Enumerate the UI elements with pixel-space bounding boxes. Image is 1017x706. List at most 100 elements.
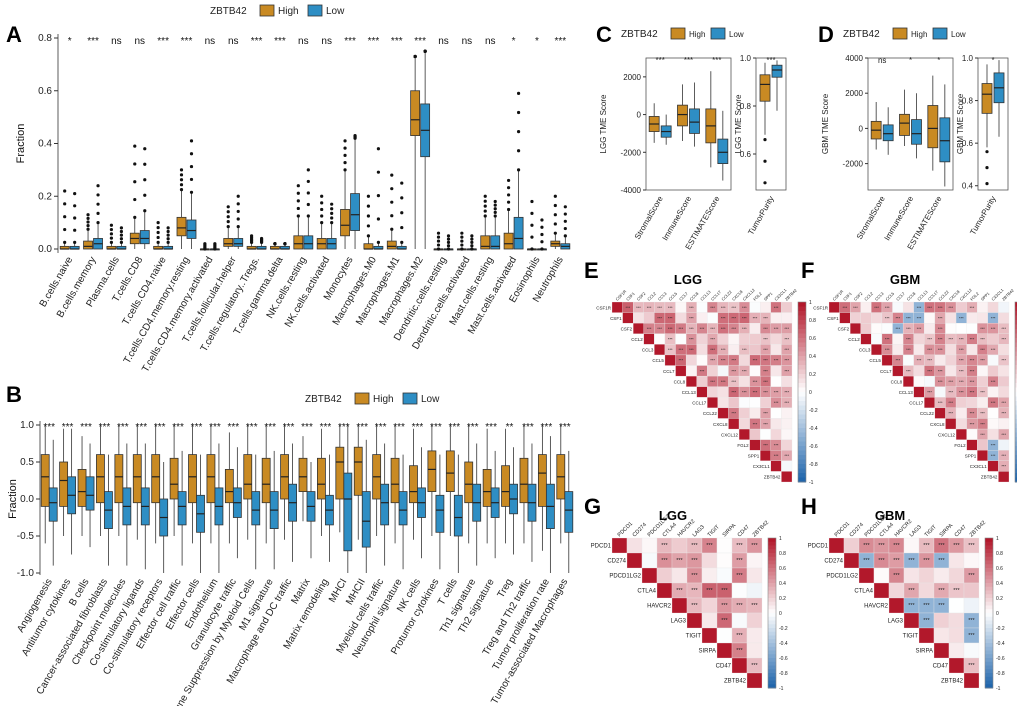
corr-sig: *** <box>626 305 631 310</box>
corr-cell <box>933 627 950 644</box>
a-low-outlier <box>166 240 170 245</box>
heatmap-row-label: CXCL8 <box>713 422 728 427</box>
corr-sig: *** <box>751 663 758 669</box>
a-low-outlier <box>330 221 334 225</box>
tme-category-label: TumorPurity <box>746 195 775 237</box>
scale-tick-label: 1 <box>779 536 782 542</box>
corr-sig: *** <box>691 543 698 549</box>
heatmap-row-label: HAVCR2 <box>647 604 672 610</box>
corr-sig: *** <box>731 305 736 310</box>
a-significance: *** <box>344 36 356 47</box>
a-low-outlier <box>470 237 474 241</box>
a-low-outlier <box>330 207 334 211</box>
corr-sig: *** <box>953 588 960 594</box>
corr-cell <box>738 407 750 419</box>
scale-tick-label: 0.6 <box>779 566 786 572</box>
a-high-outlier <box>63 227 67 232</box>
heatmap-col-label: CCL2 <box>863 290 874 301</box>
panel-b: B ZBTB42 High Low -1.0 -0.5 0.0 0.5 1.0 Fraction *… <box>6 382 574 706</box>
legend-high-swatch <box>670 27 686 40</box>
scale-segment <box>768 545 776 550</box>
a-low-outlier <box>306 214 310 218</box>
heatmap-col-label: ZBTB42 <box>1001 287 1015 301</box>
corr-cell <box>675 333 687 345</box>
scale-segment <box>1015 365 1017 370</box>
corr-sig: *** <box>784 337 789 342</box>
corr-cell <box>858 567 875 584</box>
heatmap-row-label: TIGIT <box>903 634 919 640</box>
a-significance: ns <box>485 36 496 47</box>
corr-sig: *** <box>853 305 858 310</box>
a-low-outlier <box>470 240 474 245</box>
corr-cell <box>913 333 925 345</box>
a-high-outlier <box>296 184 300 188</box>
a-significance: *** <box>251 36 263 47</box>
a-significance: *** <box>274 36 286 47</box>
tme-ytick-label: 0.8 <box>740 102 752 111</box>
scale-segment <box>985 601 993 606</box>
b-high-box <box>427 450 437 492</box>
corr-sig: *** <box>874 305 879 310</box>
corr-sig: *** <box>706 588 713 594</box>
panel-d: D ZBTB42 High Low -2000 0 2000 4000 GBM TME Scor… <box>818 22 1009 251</box>
scale-segment <box>798 369 806 375</box>
tme-ytick-label: 1.0 <box>740 54 752 63</box>
a-low-outlier <box>563 212 567 216</box>
corr-sig: *** <box>980 390 985 395</box>
scale-segment <box>985 545 993 550</box>
b-low-box <box>85 476 95 511</box>
corr-sig: *** <box>917 358 922 363</box>
panel-c: C ZBTB42 High Low -4000 -2000 0 2000 LGG TME Sco… <box>596 22 787 251</box>
corr-sig: *** <box>938 603 945 609</box>
corr-cell <box>770 365 782 377</box>
scale-segment <box>985 639 993 644</box>
a-low-outlier <box>119 226 124 230</box>
panel-h: H GBM *** *** *** *** *** *** *** PDCD1 PDCD1 *** **… <box>801 494 1005 692</box>
a-high-outlier <box>530 235 534 239</box>
a-high-outlier <box>413 54 417 59</box>
a-low-outlier <box>96 221 100 225</box>
tme-ytick-label: 1.0 <box>962 54 974 63</box>
scale-tick-label: -0.4 <box>809 426 818 432</box>
corr-cell <box>749 397 761 409</box>
scale-segment <box>985 583 993 588</box>
corr-sig: *** <box>980 337 985 342</box>
corr-cell <box>933 642 950 659</box>
scale-tick-label: 0.2 <box>809 372 816 378</box>
scale-segment <box>798 320 806 325</box>
corr-sig: *** <box>970 358 975 363</box>
a-high-outlier <box>366 204 371 208</box>
a-significance: ns <box>205 36 216 47</box>
corr-cell <box>948 657 965 674</box>
corr-sig: *** <box>991 326 996 331</box>
b-high-box <box>132 454 142 504</box>
corr-cell <box>685 375 697 387</box>
scale-segment <box>1015 356 1017 361</box>
corr-cell <box>839 312 851 324</box>
corr-cell <box>717 365 729 377</box>
c-legend-title: ZBTB42 <box>621 29 658 40</box>
scale-tick-label: -0.2 <box>779 626 788 632</box>
scale-tick-label: -0.2 <box>996 626 1005 632</box>
corr-cell <box>998 375 1010 387</box>
corr-cell <box>902 354 914 366</box>
corr-cell <box>948 642 965 659</box>
a-low-outlier <box>236 194 240 198</box>
corr-cell <box>781 375 793 387</box>
corr-cell <box>675 365 687 377</box>
corr-cell <box>987 354 999 366</box>
tme-left-frame <box>867 57 954 191</box>
scale-segment <box>768 669 776 674</box>
corr-cell <box>998 301 1010 313</box>
heatmap-col-label: ZBTB42 <box>969 520 988 539</box>
heatmap-row-label: ZBTB42 <box>764 475 781 480</box>
tme-ytick-label: 0.8 <box>962 97 974 106</box>
a-high-outlier <box>273 242 277 246</box>
a-high-outlier <box>343 153 347 157</box>
scale-segment <box>798 311 806 316</box>
corr-cell <box>966 397 978 409</box>
a-low-outlier <box>96 184 100 188</box>
heatmap-row-label: CSF1 <box>610 316 622 321</box>
b-significance: *** <box>191 422 203 433</box>
scale-segment <box>768 676 776 681</box>
